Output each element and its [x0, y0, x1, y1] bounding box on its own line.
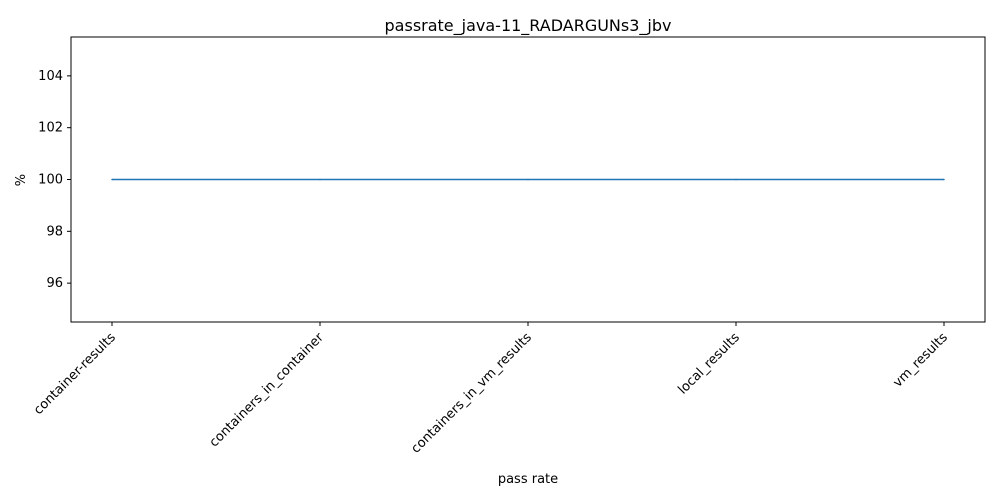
y-tick-label: 104 — [38, 69, 63, 84]
y-tick-label: 102 — [38, 121, 63, 136]
chart-title: passrate_java-11_RADARGUNs3_jbv — [385, 16, 672, 36]
data-point — [527, 178, 529, 181]
y-axis-label: % — [14, 174, 29, 186]
y-tick-label: 100 — [38, 173, 63, 188]
y-tick-label: 98 — [46, 224, 63, 239]
data-point — [943, 178, 945, 181]
data-point — [319, 178, 321, 181]
data-point — [111, 178, 113, 181]
y-tick-label: 96 — [46, 276, 63, 291]
x-axis-label: pass rate — [498, 472, 558, 487]
data-point — [735, 178, 737, 181]
